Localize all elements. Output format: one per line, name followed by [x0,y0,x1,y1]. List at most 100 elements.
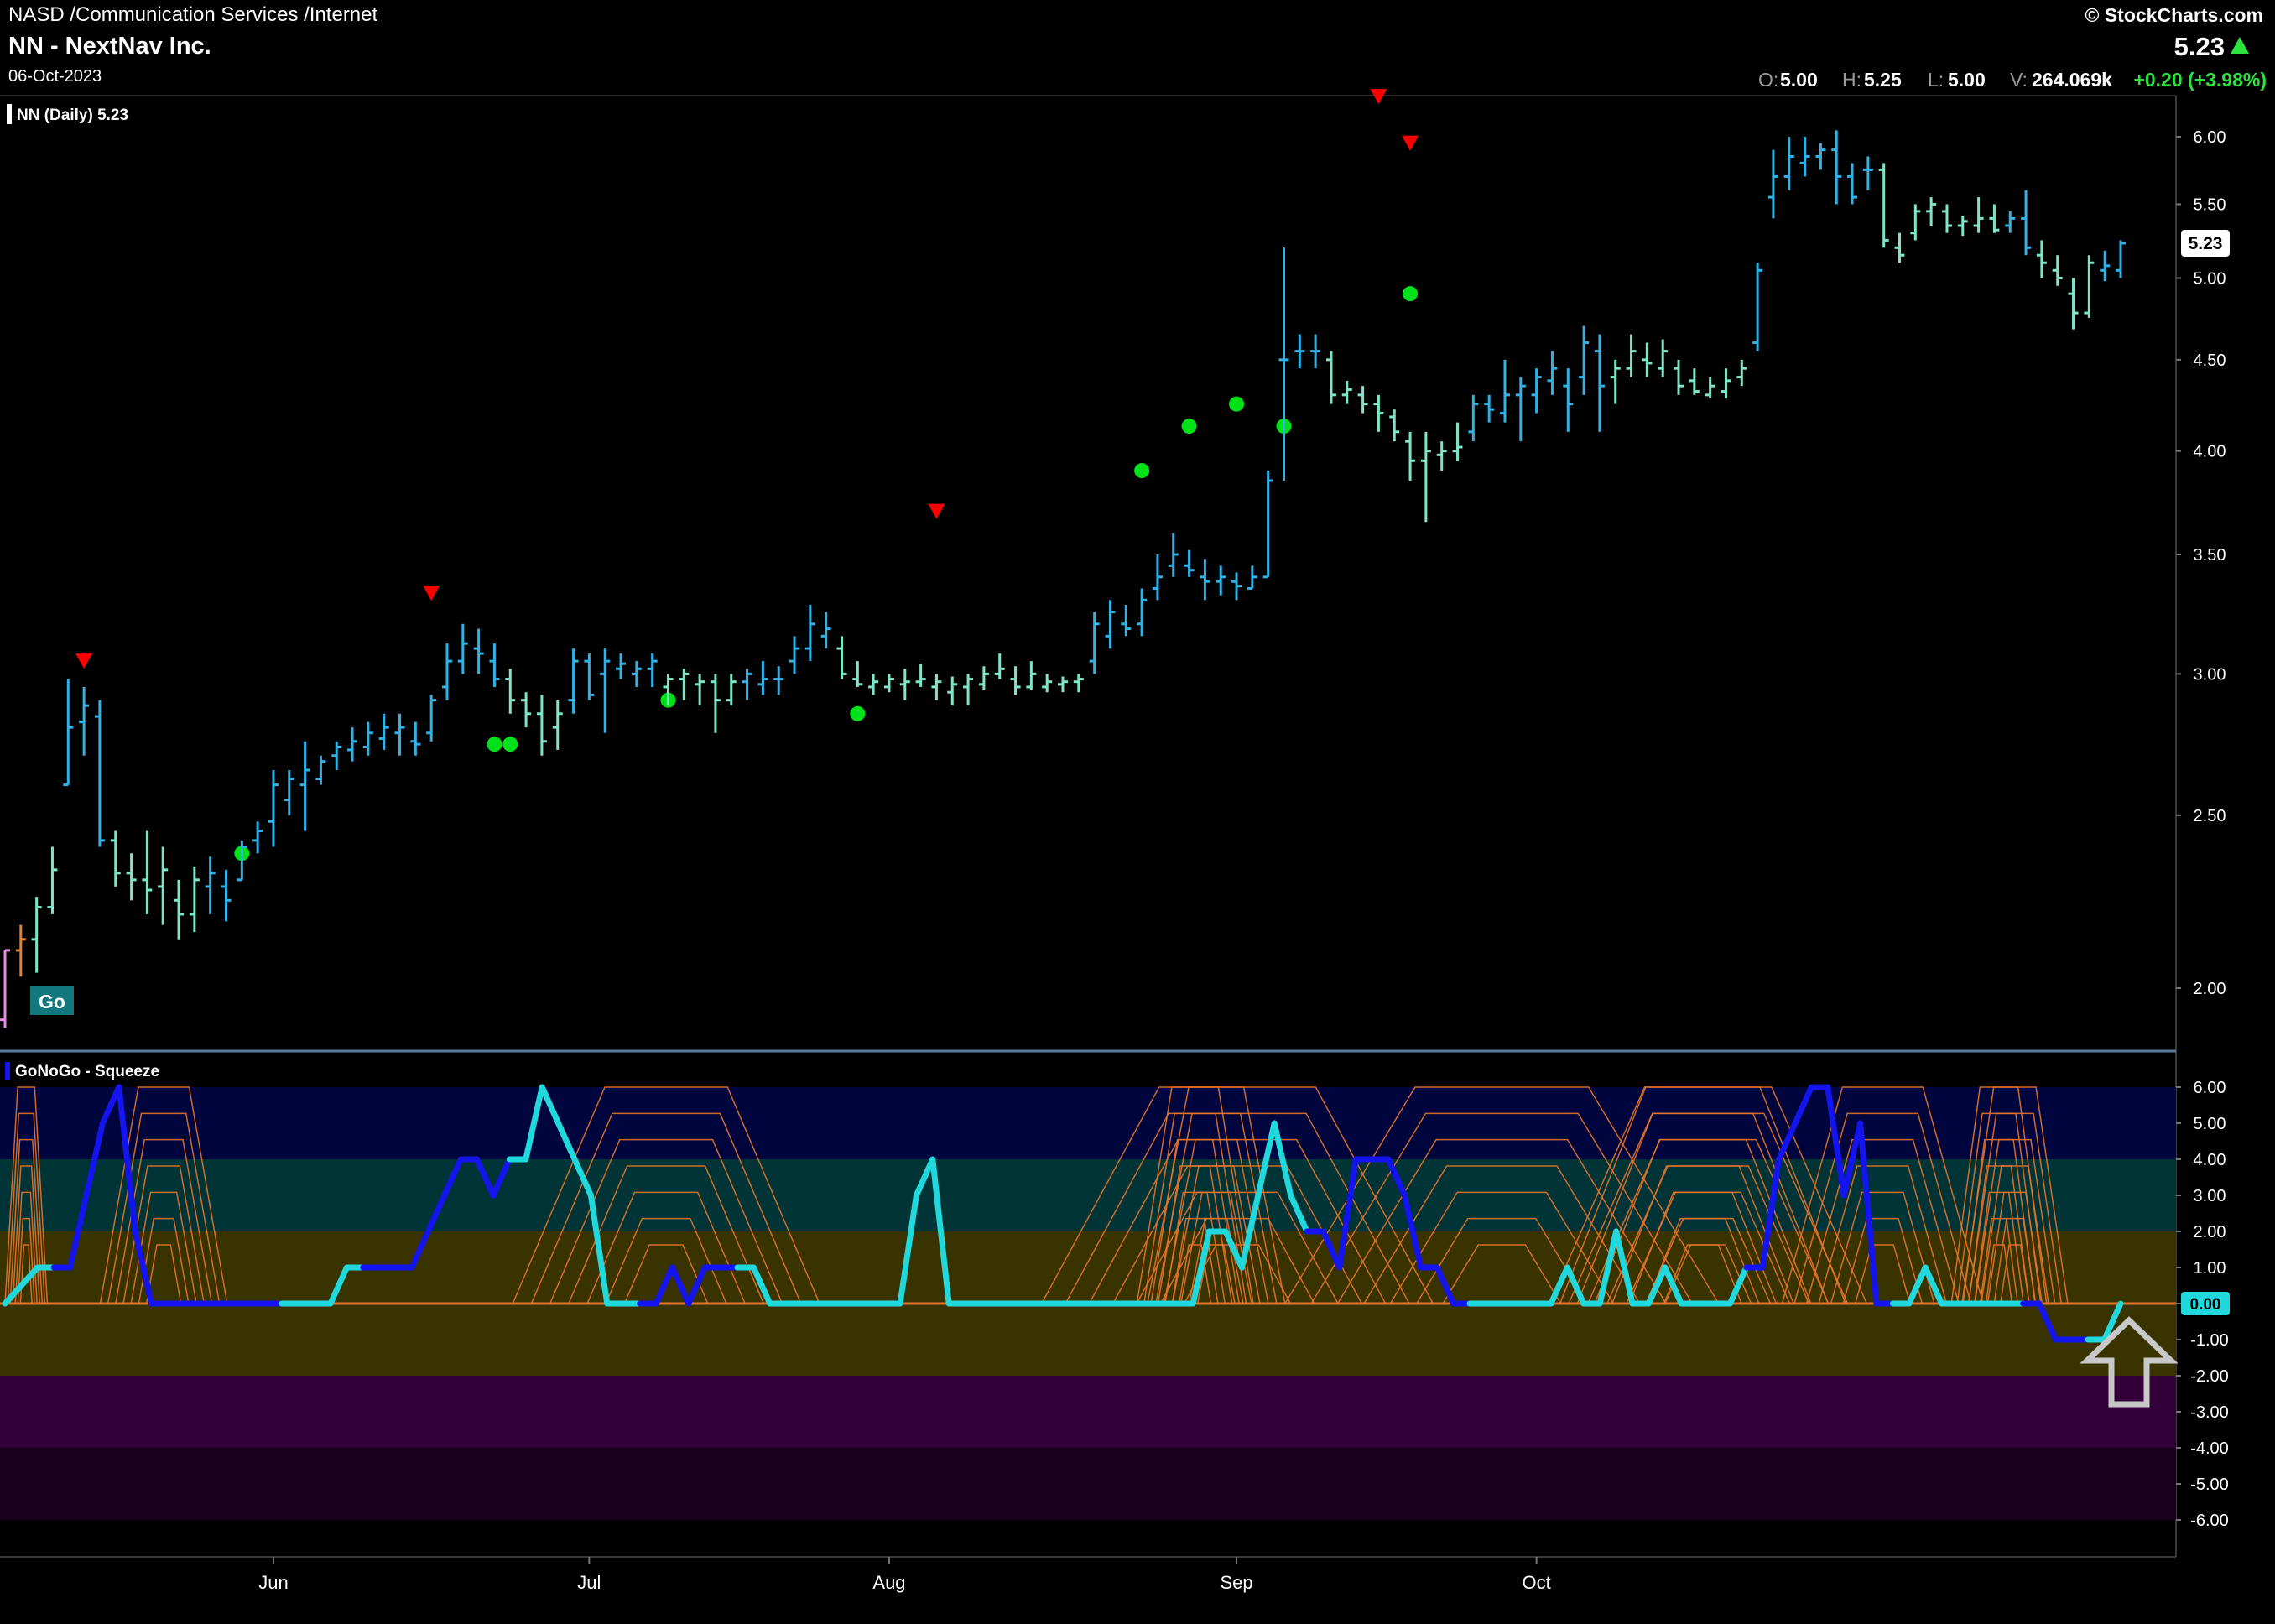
ohlc-bar [79,686,90,756]
go-badge-label: Go [39,991,65,1012]
ohlc-bar [631,661,642,687]
brand-logo[interactable]: © StockCharts.com [2085,4,2263,26]
ohlc-bar [521,692,532,728]
oscillator-segment [18,1264,41,1288]
ohlc-bar [1736,359,1747,387]
ohlc-bar [1499,359,1510,423]
oscillator-segment [1548,1264,1570,1307]
ohlc-bar [237,840,247,882]
squeeze-layer [1576,1112,1830,1304]
ohlc-bar [1262,471,1273,579]
squeeze-layer [1830,1191,1935,1304]
ohlc-bar [1642,342,1653,377]
ohlc-bar [1689,368,1700,395]
squeeze-layer [1842,1217,1924,1304]
countertrend-triangle [1370,89,1387,105]
osc-tick-label: 6.00 [2194,1079,2226,1097]
high-value: 5.25 [1864,69,1902,91]
ohlc-bar [679,669,690,700]
price-axis: 6.00 5.50 5.00 4.50 4.00 3.50 3.00 2.50 2.00 [2176,128,2226,998]
price-bars [0,130,2126,1028]
ohlc-bar [1247,565,1257,590]
open-value: 5.00 [1780,69,1818,91]
squeeze-layer [1986,1191,2043,1304]
go-trend-dot [1134,463,1150,479]
ohlc-bar [978,666,989,690]
ohlc-bar [426,695,437,742]
squeeze-layer [1805,1138,1960,1304]
oscillator-segment [1336,1156,1359,1271]
osc-tick-label: 5.00 [2194,1115,2226,1133]
countertrend-triangle [1402,135,1419,151]
oscillator-segment [1906,1264,1929,1307]
squeeze-layer [1416,1217,1588,1304]
squeeze-layer [1155,1112,1278,1304]
ohlc-bar [1862,156,1873,190]
last-price: 5.23 [2174,32,2225,61]
oscillator-segment [1401,1192,1424,1271]
exchange-line: NASD /Communication Services /Internet [8,3,378,26]
ohlc-bar [1674,359,1684,395]
ohlc-bar [963,674,974,706]
squeeze-layer [530,1112,802,1304]
ohlc-bar [1073,674,1084,693]
squeeze-layer [107,1112,221,1304]
ohlc-bar [1610,359,1621,404]
squeeze-layer [1781,1086,1984,1304]
squeeze-layer [1179,1244,1212,1304]
x-tick-label: Jul [577,1572,601,1593]
ohlc-bar [1815,143,1826,170]
oscillator-segment [571,1156,594,1199]
go-trend-dot [1403,286,1419,302]
squeeze-layer [549,1138,783,1304]
squeeze-bursts [4,1086,2069,1304]
squeeze-burst [1961,1086,2069,1304]
ohlc-bar [994,653,1005,679]
osc-tick-label: 1.00 [2194,1259,2226,1278]
ohlc-bar [1389,409,1400,442]
squeeze-layer [99,1086,228,1304]
squeeze-layer [1179,1191,1252,1304]
squeeze-layer [1663,1244,1742,1304]
squeeze-layer [1159,1217,1315,1304]
ohlc-bar [473,628,484,674]
squeeze-layer [1981,1165,2049,1304]
ohlc-bar [2116,240,2126,278]
ohlc-bar [868,674,879,695]
ohlc-bar [1373,394,1384,432]
ohlc-bar [726,674,737,706]
ohlc-bar [2100,250,2111,282]
osc-tick-label: -4.00 [2190,1439,2229,1458]
ohlc-bar [1152,554,1163,601]
squeeze-layer [1310,1112,1694,1304]
squeeze-layer [14,1191,38,1304]
go-trend-dot [1229,396,1245,412]
ohlc-bar [1705,377,1715,399]
x-tick-label: Jun [258,1572,288,1593]
price-tick-label: 3.00 [2194,665,2226,684]
oscillator-segment [1385,1156,1408,1199]
oscillator-segment [424,1192,448,1235]
oscillator-segment [1288,1192,1310,1235]
oscillator-segment [99,1084,122,1127]
ohlc-bar [1310,334,1321,369]
ohlc-bar [1658,339,1669,377]
osc-tick-label: -1.00 [2190,1331,2229,1350]
ohlc-bar [1231,572,1242,601]
price-tick-label: 2.00 [2194,980,2226,998]
oscillator-segment [1726,1264,1750,1307]
price-up-triangle-icon [2231,37,2249,54]
ohlc-bar [757,661,768,695]
ohlc-bar [947,676,958,706]
up-arrow-icon [2080,1316,2179,1408]
ohlc-bar [1042,674,1053,693]
go-trend-dot [502,737,518,752]
oscillator-legend: GoNoGo - Squeeze [15,1063,159,1080]
price-tick-label: 4.00 [2194,443,2226,461]
volume-label: V: [2010,69,2028,91]
ohlc-bar [1436,441,1447,471]
ohlc-bar [284,770,294,815]
ohlc-bar [31,897,42,973]
ohlc-bar [1767,149,1778,219]
ohlc-bar [94,700,105,847]
